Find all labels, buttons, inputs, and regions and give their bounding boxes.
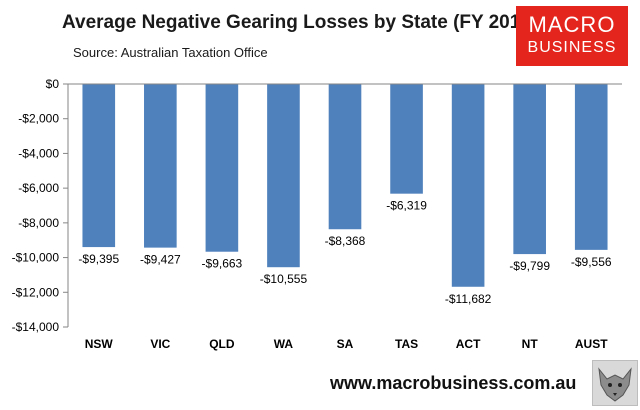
bar (144, 84, 177, 248)
x-tick-label: SA (337, 337, 354, 351)
bar (82, 84, 116, 248)
x-tick-label: ACT (456, 337, 481, 351)
data-label: -$9,395 (78, 252, 119, 266)
macrobusiness-logo: MACRO BUSINESS (516, 6, 628, 66)
bar (205, 84, 239, 252)
y-tick-label: $0 (46, 77, 60, 91)
bar (390, 84, 423, 194)
y-tick-label: -$6,000 (18, 181, 59, 195)
logo-line-1: MACRO (528, 12, 616, 37)
x-tick-label: NT (522, 337, 539, 351)
x-tick-label: NSW (85, 337, 114, 351)
bar (574, 84, 608, 250)
data-label: -$8,368 (325, 234, 366, 248)
data-label: -$9,427 (140, 253, 181, 267)
data-label: -$11,682 (445, 292, 492, 306)
data-label: -$9,663 (202, 257, 243, 271)
logo-line-2: BUSINESS (527, 39, 617, 56)
data-label: -$9,799 (509, 259, 550, 273)
y-tick-label: -$8,000 (18, 216, 59, 230)
x-tick-label: QLD (209, 337, 235, 351)
chart-subtitle: Source: Australian Taxation Office (73, 45, 268, 60)
bar (451, 84, 485, 287)
wolf-logo-icon (592, 360, 638, 406)
data-label: -$6,319 (386, 199, 427, 213)
data-label: -$10,555 (260, 272, 308, 286)
footer-url: www.macrobusiness.com.au (330, 373, 577, 393)
bar (267, 84, 300, 268)
y-tick-label: -$4,000 (18, 146, 59, 160)
x-tick-label: WA (274, 337, 294, 351)
x-tick-label: TAS (395, 337, 418, 351)
x-tick-label: AUST (575, 337, 608, 351)
x-tick-label: VIC (150, 337, 170, 351)
bar (513, 84, 546, 255)
bar (328, 84, 362, 230)
y-tick-label: -$2,000 (18, 112, 59, 126)
data-label: -$9,556 (571, 255, 612, 269)
y-tick-label: -$10,000 (12, 251, 60, 265)
chart-title: Average Negative Gearing Losses by State… (62, 12, 538, 33)
y-tick-label: -$12,000 (12, 285, 60, 299)
y-tick-label: -$14,000 (12, 320, 60, 334)
